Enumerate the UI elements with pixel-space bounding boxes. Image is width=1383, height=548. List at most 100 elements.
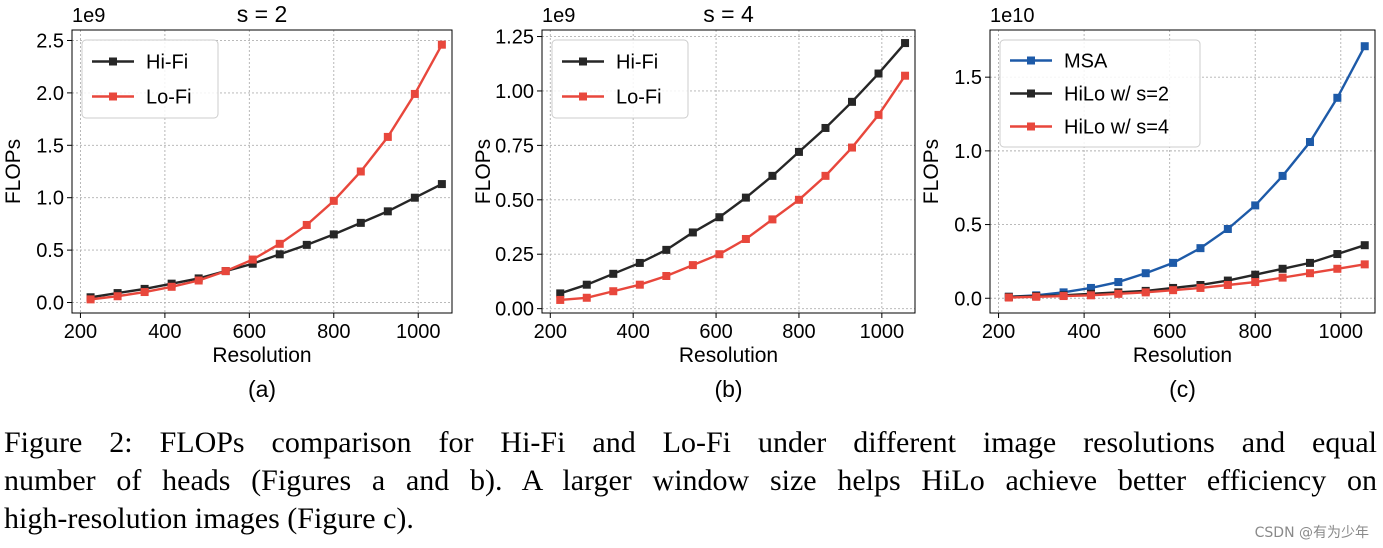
data-point [582,293,591,302]
y-axis-label: FLOPs [920,139,943,204]
legend: Hi-Fi Lo-Fi [551,39,689,119]
data-point [1114,278,1123,287]
legend-swatch-marker [1027,122,1035,131]
data-point [662,271,671,280]
x-tick-label: 1000 [396,321,441,343]
x-axis-label: Resolution [679,344,778,367]
series-hi-fi [86,180,446,302]
data-point [1333,93,1342,102]
data-point [86,295,95,304]
x-tick-label: 800 [782,321,815,343]
x-tick-label: 800 [317,321,350,343]
data-point [1196,244,1205,253]
data-point [609,269,618,278]
series-line [1008,263,1365,299]
data-point [383,132,392,141]
data-point [410,89,419,98]
legend-swatch-marker [579,92,587,101]
data-point [221,267,230,276]
data-point [556,289,565,298]
y-tick-label: 1.5 [954,67,982,89]
data-point [1333,250,1342,259]
legend: Hi-Fi Lo-Fi [81,39,219,119]
legend-swatch-marker [109,92,117,101]
data-point [768,171,777,180]
data-point [901,71,910,80]
data-point [1251,201,1260,210]
data-point [715,213,724,222]
x-tick-label: 400 [616,321,649,343]
data-point [1305,258,1314,267]
data-point [901,39,910,48]
data-point [113,292,122,301]
x-tick-label: 600 [233,321,266,343]
x-tick-label: 600 [699,321,732,343]
y-tick-label: 1.0 [954,141,982,163]
chart-panel-b: 200 400 600 800 1000 0.00 0.25 0.50 0.75 1.00 1.25… [472,1,916,402]
data-point [167,282,176,291]
data-point [356,167,365,176]
legend-entry: HiLo w/ s=2 [1064,84,1169,106]
y-tick-label: 0.5 [36,240,64,262]
data-point [275,250,284,259]
x-tick-label: 1000 [1319,321,1364,343]
data-point [1223,276,1232,285]
data-point [1086,291,1095,300]
data-point [1169,258,1178,267]
data-point [437,180,446,189]
series-lo-fi [556,71,910,304]
legend-entry: MSA [1064,51,1108,73]
legend-entry: Lo-Fi [616,87,662,109]
data-point [1223,280,1232,289]
data-point [1305,269,1314,278]
data-point [768,215,777,224]
x-axis-label: Resolution [212,344,311,367]
y-tick-label: 0.75 [495,135,534,157]
data-point [1278,273,1287,282]
data-point [1086,283,1095,292]
data-point [1305,138,1314,147]
y-tick-label: 1.25 [495,27,534,49]
series-line [1008,45,1366,298]
x-axis-label: Resolution [1133,344,1232,367]
data-point [329,196,338,205]
y-tick-label: 1.00 [495,81,534,103]
data-point [1251,270,1260,279]
plot-frame [71,29,453,314]
legend-swatch-marker [1027,89,1035,98]
y-tick-label: 1.0 [36,188,64,210]
legend-entry: Lo-Fi [146,87,192,109]
data-point [1059,292,1068,301]
chart-title: s = 4 [703,1,754,27]
data-point [635,258,644,267]
data-point [848,97,857,106]
data-point [556,295,565,304]
y-tick-label: 0.50 [495,190,534,212]
y-tick-label: 0.5 [954,215,982,237]
caption-line-3: high-resolution images (Figure c). [4,502,414,535]
data-point [1141,288,1150,297]
caption-line-1: Figure 2: FLOPs comparison for Hi-Fi and… [4,426,1377,459]
data-point [1333,264,1342,273]
data-point [741,193,750,202]
chart-title: s = 2 [237,1,288,27]
data-point [248,255,257,264]
caption-line-2: number of heads (Figures a and b). A lar… [4,464,1377,497]
data-point [383,207,392,216]
data-point [1251,278,1260,287]
chart-panel-c: 200 400 600 800 1000 0.0 0.5 1.0 1.5 1e10 Resoluti… [920,5,1376,402]
subplot-label: (b) [714,376,742,402]
series-line [90,183,443,299]
data-point [821,123,830,132]
chart-panel-a: 200 400 600 800 1000 0.0 0.5 1.0 1.5 2.0 2.5 1e9 s =… [2,1,453,402]
data-point [1196,283,1205,292]
x-tick-label: 400 [1067,321,1100,343]
data-point [194,276,203,285]
data-point [582,280,591,289]
data-point [794,147,803,156]
y-tick-label: 2.0 [36,83,64,105]
data-point [1278,264,1287,273]
axis-exponent-label: 1e9 [542,5,575,27]
legend-entry: Hi-Fi [146,52,188,74]
data-point [1114,289,1123,298]
